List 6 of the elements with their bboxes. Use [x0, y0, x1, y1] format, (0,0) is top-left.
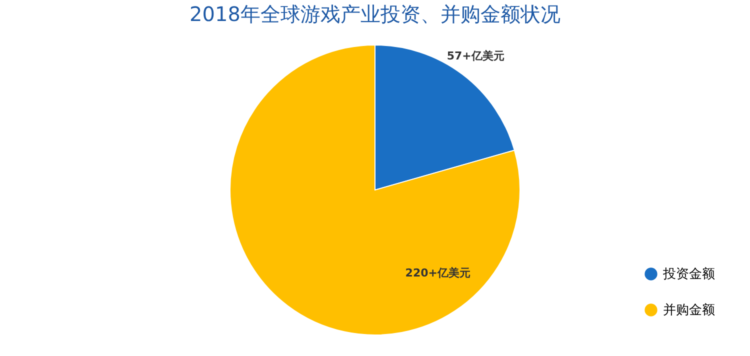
chart-title: 2018年全球游戏产业投资、并购金额状况: [190, 2, 560, 26]
legend-label: 投资金额: [662, 267, 715, 282]
legend-label: 并购金额: [663, 303, 715, 318]
pie-slice: [230, 44, 520, 336]
data-label: 57+亿美元: [446, 50, 504, 63]
data-label: 220+亿美元: [405, 266, 470, 280]
